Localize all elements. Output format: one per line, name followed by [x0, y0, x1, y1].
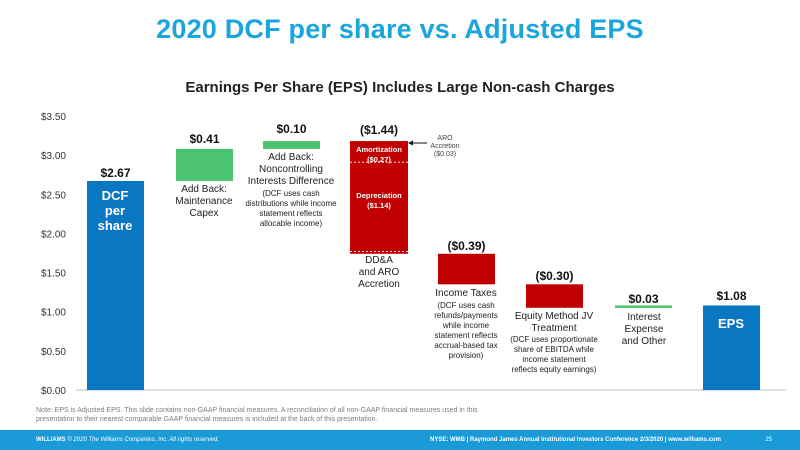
- nci-note: (DCF uses cash: [262, 189, 319, 198]
- dda-label: DD&A: [365, 255, 393, 266]
- jv-note: income statement: [522, 355, 586, 364]
- interest-label: Expense: [625, 324, 664, 335]
- dda-label: and ARO: [359, 267, 400, 278]
- value-label-6: ($0.30): [535, 269, 573, 283]
- income-tax-note: (DCF uses cash: [437, 301, 494, 310]
- eps-label: EPS: [718, 316, 744, 331]
- nci-note: statement reflects: [259, 209, 322, 218]
- depreciation-label: ($1.14): [367, 201, 391, 210]
- nci-note: allocable income): [260, 219, 323, 228]
- value-label-4: ($1.44): [360, 123, 398, 137]
- depreciation-label: Depreciation: [356, 191, 402, 200]
- value-label-7: $0.03: [628, 292, 658, 306]
- income-tax-label: Income Taxes: [435, 288, 497, 299]
- footer-copyright: WILLIAMS © 2020 The Williams Companies, …: [36, 437, 219, 443]
- bar-5: [438, 253, 495, 285]
- jv-note: share of EBITDA while: [514, 345, 595, 354]
- nci-note: distributions while income: [245, 199, 337, 208]
- bar-7: [615, 305, 672, 308]
- jv-label: Equity Method JV: [515, 311, 594, 322]
- footnote: Note: EPS is Adjusted EPS. This slide co…: [36, 407, 478, 423]
- interest-label: Interest: [627, 312, 661, 323]
- footer-copyright-text: © 2020 The Williams Companies, Inc. All …: [67, 437, 219, 443]
- income-tax-note: accrual-based tax: [434, 341, 497, 350]
- capex-label: Maintenance: [175, 196, 233, 207]
- y-tick-label: $0.50: [41, 347, 66, 358]
- income-tax-note: statement reflects: [434, 331, 497, 340]
- nci-label: Noncontrolling: [259, 164, 323, 175]
- income-tax-note: refunds/payments: [434, 311, 498, 320]
- interest-label: and Other: [622, 336, 667, 347]
- amortization-label: Amortization: [356, 145, 402, 154]
- y-tick-label: $2.00: [41, 229, 66, 240]
- bar-2: [176, 148, 233, 181]
- value-label-3: $0.10: [276, 122, 306, 136]
- bar-8: [703, 305, 760, 390]
- income-tax-note: provision): [449, 351, 484, 360]
- y-tick-label: $3.50: [41, 112, 66, 123]
- jv-note: reflects equity earnings): [512, 365, 597, 374]
- aro-arrow-head: [408, 140, 413, 146]
- dcf-label: per: [105, 203, 125, 218]
- page-number: 25: [765, 437, 772, 443]
- nci-label: Add Back:: [268, 152, 314, 163]
- chart-subtitle: Earnings Per Share (EPS) Includes Large …: [185, 79, 615, 96]
- footer-bar: WILLIAMS © 2020 The Williams Companies, …: [0, 430, 800, 450]
- aro-accretion-label: Accretion: [430, 143, 459, 150]
- dda-label: Accretion: [358, 279, 400, 290]
- y-tick-label: $2.50: [41, 190, 66, 201]
- jv-note: (DCF uses proportionate: [510, 335, 598, 344]
- jv-label: Treatment: [531, 323, 576, 334]
- y-tick-label: $0.00: [41, 386, 66, 397]
- value-label-2: $0.41: [189, 132, 219, 146]
- capex-label: Add Back:: [181, 184, 227, 195]
- value-label-8: $1.08: [716, 289, 746, 303]
- bar-1: [87, 180, 144, 390]
- slide-title: 2020 DCF per share vs. Adjusted EPS: [156, 14, 644, 44]
- bar-3: [263, 141, 320, 149]
- y-tick-label: $1.50: [41, 269, 66, 280]
- footer-info: NYSE: WMB | Raymond James Annual Institu…: [430, 437, 721, 443]
- footer-company: WILLIAMS: [36, 437, 66, 443]
- amortization-label: ($0.27): [367, 155, 391, 164]
- capex-label: Capex: [190, 208, 219, 219]
- aro-accretion-label: ($0.03): [434, 151, 456, 158]
- value-label-1: $2.67: [100, 166, 130, 180]
- income-tax-note: while income: [442, 321, 490, 330]
- bar-4: [350, 141, 408, 254]
- dcf-label: share: [98, 218, 133, 233]
- dcf-label: DCF: [102, 188, 129, 203]
- value-label-5: ($0.39): [447, 239, 485, 253]
- bar-6: [526, 284, 583, 308]
- y-tick-label: $1.00: [41, 308, 66, 319]
- waterfall-chart: $0.00 $0.50 $1.00 $1.50 $2.00 $2.50 $3.00 $3.50…: [41, 112, 786, 397]
- aro-accretion-label: ARO: [437, 135, 453, 142]
- nci-label: Interests Difference: [248, 176, 335, 187]
- y-tick-label: $3.00: [41, 151, 66, 162]
